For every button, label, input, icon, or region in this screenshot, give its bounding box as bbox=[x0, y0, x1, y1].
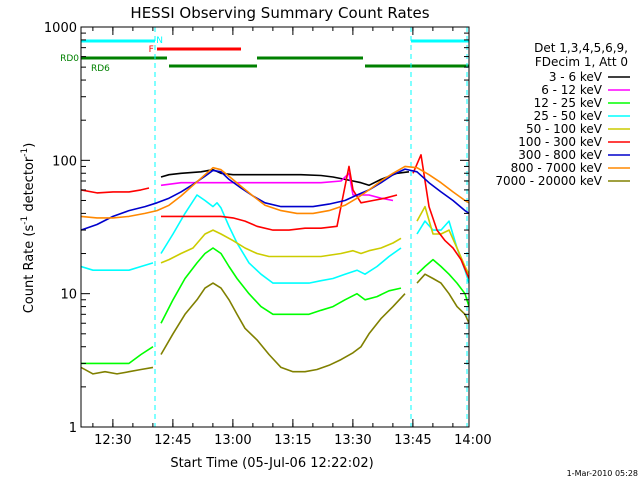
flag-label: F bbox=[149, 45, 154, 55]
x-tick-label: 13:45 bbox=[394, 433, 431, 448]
y-tick-label: 1000 bbox=[44, 21, 77, 36]
legend-entry-label: 6 - 12 keV bbox=[541, 83, 603, 97]
observing-flags bbox=[81, 39, 469, 68]
legend-entry-label: 25 - 50 keV bbox=[534, 109, 603, 123]
flag-labels: NF RD0 RD6 bbox=[60, 36, 163, 74]
y-axis-label-exp1: -1 bbox=[20, 216, 30, 225]
legend-entry-label: 3 - 6 keV bbox=[549, 70, 603, 84]
series-line bbox=[81, 168, 469, 231]
series-line bbox=[81, 154, 469, 279]
series-line bbox=[81, 273, 469, 375]
x-tick-label: 13:30 bbox=[334, 433, 371, 448]
x-tick-label: 13:15 bbox=[274, 433, 311, 448]
night-boundaries bbox=[154, 27, 468, 427]
legend: Det 1,3,4,5,6,9, FDecim 1, Att 0 3 - 6 k… bbox=[495, 41, 630, 188]
y-tick-label: 1 bbox=[69, 421, 77, 436]
x-tick-label: 12:45 bbox=[154, 433, 191, 448]
data-series-group bbox=[81, 154, 469, 375]
series-line bbox=[160, 205, 469, 275]
legend-header-line-1: Det 1,3,4,5,6,9, bbox=[534, 41, 628, 55]
legend-entry-label: 800 - 7000 keV bbox=[511, 161, 603, 175]
series-line bbox=[81, 165, 469, 219]
y-axis-label-exp2: -1 bbox=[20, 148, 30, 157]
x-tick-label: 14:00 bbox=[454, 433, 491, 448]
x-axis-ticks: 12:30 12:45 13:00 13:15 13:30 13:45 14:00 bbox=[92, 27, 492, 448]
footer-timestamp: 1-Mar-2010 05:28 bbox=[567, 469, 638, 478]
flag-label: RD6 bbox=[91, 64, 110, 74]
y-axis-ticks: 1 10 100 1000 bbox=[44, 21, 469, 436]
flag-label: RD0 bbox=[60, 54, 79, 64]
chart-title: HESSI Observing Summary Count Rates bbox=[130, 4, 429, 22]
legend-entry-label: 50 - 100 keV bbox=[526, 122, 603, 136]
legend-header-line-2: FDecim 1, Att 0 bbox=[535, 55, 628, 69]
y-axis-label-mid: detector bbox=[22, 156, 37, 216]
y-axis-label-main: Count Rate (s bbox=[22, 225, 37, 314]
flag-label: N bbox=[156, 36, 163, 46]
legend-entry-label: 12 - 25 keV bbox=[534, 96, 603, 110]
x-tick-label: 12:30 bbox=[94, 433, 131, 448]
legend-entry-label: 300 - 800 keV bbox=[518, 148, 602, 162]
series-line bbox=[160, 172, 394, 202]
series-line bbox=[160, 168, 410, 187]
y-tick-label: 100 bbox=[52, 154, 77, 169]
x-axis-label: Start Time (05-Jul-06 12:22:02) bbox=[170, 456, 373, 471]
y-axis-label: Count Rate (s-1 detector-1) bbox=[20, 143, 37, 314]
series-line bbox=[81, 247, 469, 365]
legend-entry-label: 7000 - 20000 keV bbox=[495, 174, 602, 188]
y-tick-label: 10 bbox=[60, 288, 77, 303]
x-tick-label: 13:00 bbox=[214, 433, 251, 448]
legend-entry-label: 100 - 300 keV bbox=[518, 135, 602, 149]
y-axis-label-end: ) bbox=[22, 143, 37, 148]
plot-frame bbox=[80, 26, 470, 428]
